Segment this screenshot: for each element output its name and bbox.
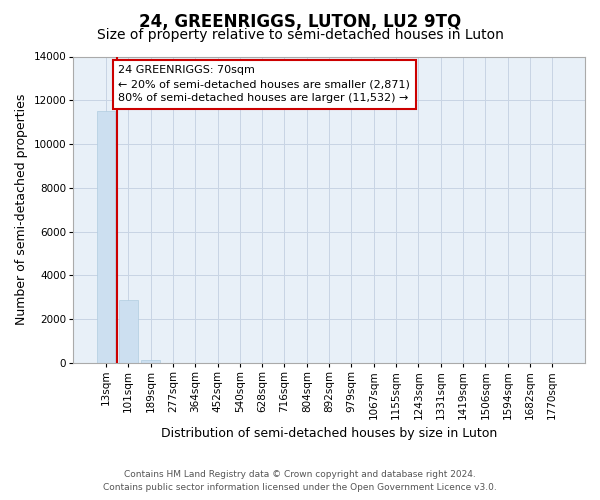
Bar [141,360,160,363]
Y-axis label: Number of semi-detached properties: Number of semi-detached properties [15,94,28,326]
Bar [119,300,138,363]
Text: Size of property relative to semi-detached houses in Luton: Size of property relative to semi-detach… [97,28,503,42]
Text: 24 GREENRIGGS: 70sqm
← 20% of semi-detached houses are smaller (2,871)
80% of se: 24 GREENRIGGS: 70sqm ← 20% of semi-detac… [118,66,410,104]
Text: Contains HM Land Registry data © Crown copyright and database right 2024.
Contai: Contains HM Land Registry data © Crown c… [103,470,497,492]
Text: 24, GREENRIGGS, LUTON, LU2 9TQ: 24, GREENRIGGS, LUTON, LU2 9TQ [139,12,461,30]
X-axis label: Distribution of semi-detached houses by size in Luton: Distribution of semi-detached houses by … [161,427,497,440]
Bar [97,110,115,363]
